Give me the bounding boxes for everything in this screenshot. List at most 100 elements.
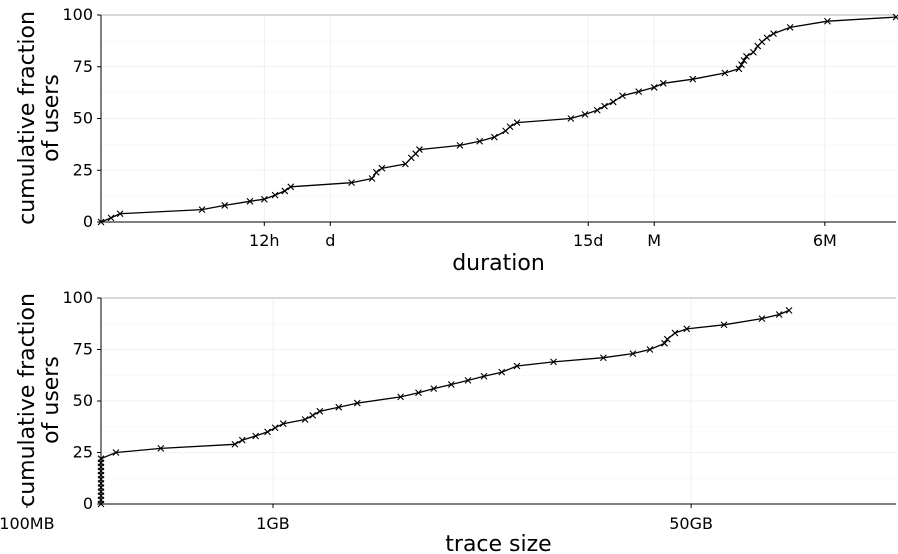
data-point [720,321,728,329]
data-point [740,57,748,64]
data-point [281,187,289,195]
data-point [335,403,343,411]
data-point [513,119,521,127]
data-point [264,428,271,436]
data-point [372,168,380,176]
data-point [476,137,484,145]
x-tick-label: d [325,231,335,250]
data-point [287,183,295,191]
data-point [430,385,438,393]
data-point [271,191,279,199]
data-point [550,358,557,366]
y-axis-title-line: of users [39,356,64,444]
x-tick-label: 15d [573,231,604,250]
data-point [157,444,165,452]
data-point [221,202,229,209]
series-line [100,309,790,504]
y-tick-label: 75 [73,57,93,76]
data-point [758,315,766,322]
data-point [456,142,464,149]
data-point [629,350,637,358]
data-point [252,432,260,440]
data-point [824,17,831,25]
y-axis-title: cumulative fractionof users [15,11,64,225]
data-point [513,362,521,370]
y-tick-label: 100 [62,5,93,24]
x-axis-title: duration [452,251,545,276]
y-tick-label: 50 [73,391,93,410]
data-point [743,53,750,60]
data-point [402,160,409,168]
data-point [663,335,671,343]
data-point [635,88,643,95]
data-point [786,24,794,31]
data-point [97,218,105,226]
y-tick-label: 25 [73,160,93,179]
x-tick-label: 1GB [256,514,290,533]
y-tick-label: 100 [62,288,93,307]
chart-1: 0 25 50 75 100 12h d 15d M 6M duration cumulative f… [15,5,898,276]
data-point [567,115,575,122]
x-axis-title: trace size [445,532,551,554]
y-axis-title-line: cumulative fraction [15,293,40,507]
y-axis-title-line: cumulative fraction [15,11,40,225]
data-point [650,84,658,91]
y-tick-label: 0 [83,212,93,231]
data-point [198,206,206,213]
x-tick-label: 50GB [669,514,713,533]
data-point [785,306,793,314]
data-point [353,399,361,407]
data-point [498,368,506,376]
data-point [775,311,783,318]
data-point [231,440,239,448]
chart-2: 0 25 50 75 100 100MB 1GB 50GB trace size cumulati… [0,288,896,554]
data-point [112,449,120,456]
data-point [480,372,488,380]
x-tick-label: M [647,231,661,250]
data-point [309,412,317,419]
data-point [646,346,654,353]
y-tick-label: 0 [83,494,93,513]
data-point [464,377,472,384]
data-point [735,65,743,73]
x-tick-label: 6M [813,231,837,250]
data-point [581,110,589,118]
data-point [721,69,729,77]
y-axis-title: cumulative fractionof users [15,293,64,507]
data-point [279,420,287,428]
x-tick-label: 12h [249,231,280,250]
data-point [758,38,766,46]
data-point [763,34,771,42]
y-tick-label: 50 [73,109,93,128]
data-point [316,407,324,415]
y-axis-title-line: of users [39,74,64,162]
data-point [659,79,667,87]
data-point [447,381,455,388]
data-point [301,416,309,423]
data-point [107,214,115,222]
data-point [892,13,898,21]
data-point [689,75,697,83]
data-point [238,436,246,444]
y-tick-label: 25 [73,443,93,462]
data-point [593,106,601,114]
data-point [260,195,268,203]
x-tick-label: 100MB [0,514,55,533]
data-point [397,393,405,401]
y-tick-label: 75 [73,340,93,359]
data-point [750,48,757,56]
data-point [116,210,124,218]
data-point [490,133,498,141]
data-point [661,339,668,347]
data-point [416,146,423,153]
data-point [738,61,745,69]
data-point [506,123,514,131]
data-point [683,325,691,333]
data-point [97,455,105,463]
data-point [609,98,617,106]
data-point [599,354,607,362]
data-point [348,179,355,187]
data-point [368,175,376,182]
